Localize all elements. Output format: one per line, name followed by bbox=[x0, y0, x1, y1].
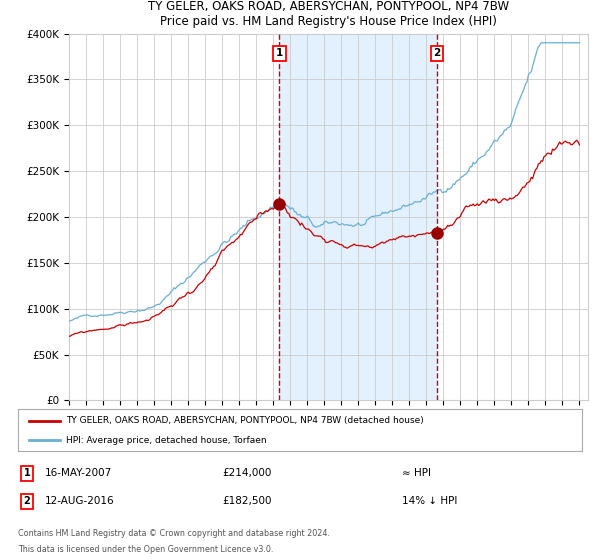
Text: HPI: Average price, detached house, Torfaen: HPI: Average price, detached house, Torf… bbox=[66, 436, 266, 445]
Text: 2: 2 bbox=[23, 496, 31, 506]
Text: 12-AUG-2016: 12-AUG-2016 bbox=[45, 496, 115, 506]
Bar bbox=[280, 34, 437, 400]
Text: 1: 1 bbox=[23, 468, 31, 478]
Text: This data is licensed under the Open Government Licence v3.0.: This data is licensed under the Open Gov… bbox=[18, 545, 274, 554]
Text: 16-MAY-2007: 16-MAY-2007 bbox=[45, 468, 112, 478]
Text: 1: 1 bbox=[276, 48, 283, 58]
Text: TY GELER, OAKS ROAD, ABERSYCHAN, PONTYPOOL, NP4 7BW (detached house): TY GELER, OAKS ROAD, ABERSYCHAN, PONTYPO… bbox=[66, 416, 424, 425]
Text: £214,000: £214,000 bbox=[222, 468, 271, 478]
Title: TY GELER, OAKS ROAD, ABERSYCHAN, PONTYPOOL, NP4 7BW
Price paid vs. HM Land Regis: TY GELER, OAKS ROAD, ABERSYCHAN, PONTYPO… bbox=[148, 0, 509, 28]
Text: ≈ HPI: ≈ HPI bbox=[402, 468, 431, 478]
Text: Contains HM Land Registry data © Crown copyright and database right 2024.: Contains HM Land Registry data © Crown c… bbox=[18, 529, 330, 538]
Text: 14% ↓ HPI: 14% ↓ HPI bbox=[402, 496, 457, 506]
Text: £182,500: £182,500 bbox=[222, 496, 271, 506]
Text: 2: 2 bbox=[433, 48, 440, 58]
